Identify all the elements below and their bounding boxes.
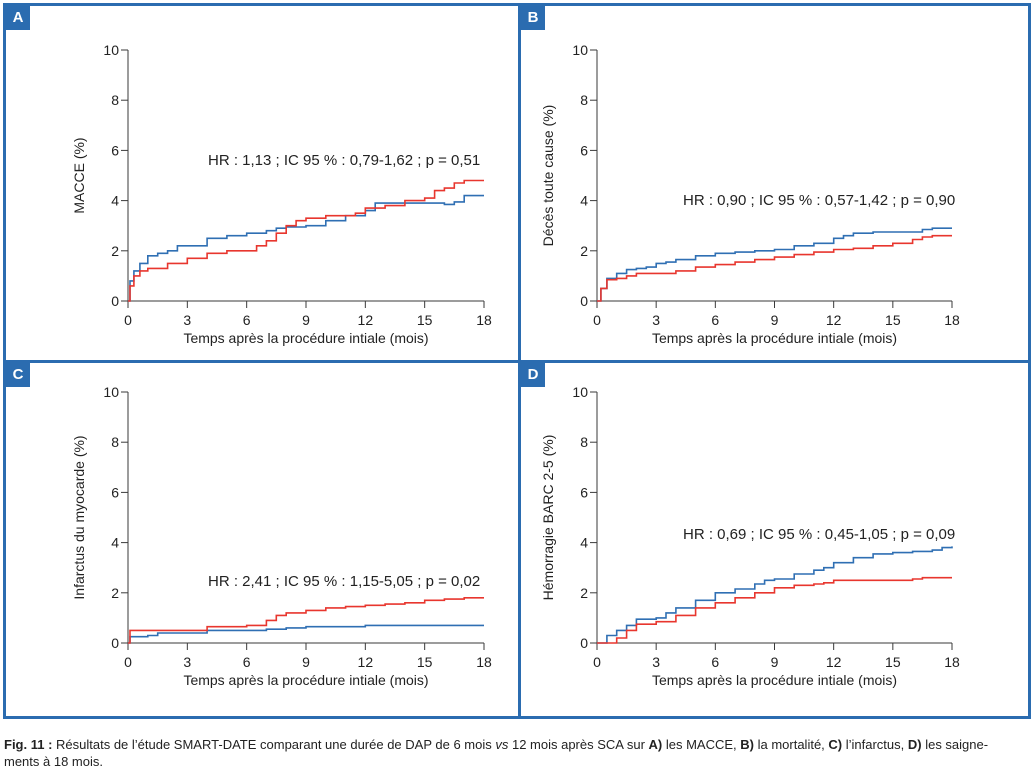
panel-b-chart: 0 2 4 6 8 10 0 3 6 9 12 15 18 Temps après la procédur… — [540, 42, 960, 346]
caption-label-d: D) — [907, 737, 922, 752]
panel-b: B 0 2 4 6 8 10 0 3 6 9 12 15 18 Temps après la procéd… — [521, 6, 1028, 360]
hazard-ratio-annotation: HR : 0,69 ; IC 95 % : 0,45-1,05 ; p = 0,… — [683, 526, 955, 543]
x-tick-label: 6 — [711, 312, 719, 328]
y-tick-label: 10 — [103, 42, 119, 58]
y-tick-label: 2 — [580, 585, 588, 601]
y-tick-label: 4 — [580, 193, 588, 209]
panel-d-chart: 0 2 4 6 8 10 0 3 6 9 12 15 18 Temps après la procédur… — [540, 384, 960, 688]
x-tick-label: 18 — [476, 654, 492, 670]
hazard-ratio-annotation: HR : 1,13 ; IC 95 % : 0,79-1,62 ; p = 0,… — [208, 152, 480, 169]
x-tick-label: 15 — [885, 654, 901, 670]
x-tick-label: 12 — [358, 654, 374, 670]
x-tick-label: 18 — [944, 654, 960, 670]
panel-a-badge: A — [6, 6, 30, 30]
y-tick-label: 6 — [580, 142, 588, 158]
panel-d-badge: D — [521, 363, 545, 387]
x-axis-label: Temps après la procédure intiale (mois) — [652, 672, 897, 688]
x-tick-label: 9 — [771, 654, 779, 670]
red-series-line — [128, 597, 484, 644]
y-tick-label: 4 — [111, 193, 119, 209]
x-axis-label: Temps après la procédure intiale (mois) — [183, 330, 428, 346]
x-tick-label: 18 — [944, 312, 960, 328]
x-tick-label: 9 — [771, 312, 779, 328]
caption-label-a: A) — [648, 737, 663, 752]
y-axis-label: Hémorragie BARC 2-5 (%) — [540, 435, 556, 601]
blue-series-line — [128, 194, 484, 302]
y-tick-label: 0 — [580, 635, 588, 651]
y-tick-label: 4 — [580, 535, 588, 551]
caption-text-3: les MACCE, — [662, 737, 741, 752]
y-tick-label: 8 — [580, 92, 588, 108]
y-tick-label: 0 — [111, 635, 119, 651]
y-axis-label: Infarctus du myocarde (%) — [71, 435, 87, 599]
x-tick-label: 6 — [711, 654, 719, 670]
x-tick-label: 3 — [652, 654, 660, 670]
y-tick-label: 0 — [111, 293, 119, 309]
y-tick-label: 10 — [572, 42, 588, 58]
x-tick-label: 15 — [417, 654, 433, 670]
x-axis-label: Temps après la procédure intiale (mois) — [652, 330, 897, 346]
red-series-line — [597, 576, 952, 644]
caption-figure-number: Fig. 11 : — [4, 737, 53, 752]
y-axis-label: MACCE (%) — [71, 137, 87, 213]
figure-caption: Fig. 11 : Résultats de l’étude SMART-DAT… — [4, 736, 1029, 770]
caption-text-1: Résultats de l’étude SMART-DATE comparan… — [52, 737, 496, 752]
panel-a-chart: 0 2 4 6 8 10 0 3 6 9 12 15 18 Temps après la procédur… — [71, 42, 492, 346]
y-tick-label: 2 — [111, 585, 119, 601]
x-tick-label: 12 — [826, 654, 842, 670]
y-tick-label: 2 — [580, 243, 588, 259]
caption-text-6: les saigne- — [921, 737, 989, 752]
panel-d: D 0 2 4 6 8 10 0 3 6 9 12 15 18 Temps après la procéd… — [521, 363, 1028, 716]
hazard-ratio-annotation: HR : 0,90 ; IC 95 % : 0,57-1,42 ; p = 0,… — [683, 192, 955, 209]
x-tick-label: 3 — [183, 654, 191, 670]
blue-series-line — [128, 624, 484, 644]
panel-c-chart: 0 2 4 6 8 10 0 3 6 9 12 15 18 Temps après la procédur… — [71, 384, 492, 688]
blue-series-line — [597, 227, 952, 302]
x-tick-label: 3 — [183, 312, 191, 328]
x-tick-label: 9 — [302, 312, 310, 328]
y-axis-label: Décès toute cause (%) — [540, 105, 556, 247]
x-tick-label: 15 — [885, 312, 901, 328]
x-tick-label: 9 — [302, 654, 310, 670]
caption-text-2: 12 mois après SCA sur — [508, 737, 649, 752]
y-tick-label: 4 — [111, 535, 119, 551]
x-tick-label: 0 — [593, 654, 601, 670]
panel-a: A 0 2 4 6 8 10 0 3 6 9 12 15 18 Temps après la procéd… — [6, 6, 518, 360]
panel-b-badge: B — [521, 6, 545, 30]
x-tick-label: 18 — [476, 312, 492, 328]
y-tick-label: 10 — [572, 384, 588, 400]
y-tick-label: 0 — [580, 293, 588, 309]
x-tick-label: 0 — [124, 654, 132, 670]
caption-text-7: ments à 18 mois. — [4, 754, 103, 769]
caption-label-c: C) — [828, 737, 843, 752]
y-tick-label: 6 — [111, 484, 119, 500]
x-tick-label: 0 — [593, 312, 601, 328]
y-tick-label: 6 — [580, 484, 588, 500]
x-tick-label: 15 — [417, 312, 433, 328]
caption-label-b: B) — [740, 737, 754, 752]
panel-c: C 0 2 4 6 8 10 0 3 6 9 12 15 18 Temps après la procéd… — [6, 363, 518, 716]
y-tick-label: 8 — [580, 434, 588, 450]
y-tick-label: 6 — [111, 142, 119, 158]
x-tick-label: 0 — [124, 312, 132, 328]
y-tick-label: 2 — [111, 243, 119, 259]
x-tick-label: 3 — [652, 312, 660, 328]
y-tick-label: 10 — [103, 384, 119, 400]
caption-text-4: la mortalité, — [753, 737, 829, 752]
x-tick-label: 6 — [243, 312, 251, 328]
panel-c-badge: C — [6, 363, 30, 387]
x-tick-label: 12 — [826, 312, 842, 328]
figure-frame: A 0 2 4 6 8 10 0 3 6 9 12 15 18 Temps après la procéd… — [3, 3, 1031, 719]
hazard-ratio-annotation: HR : 2,41 ; IC 95 % : 1,15-5,05 ; p = 0,… — [208, 573, 480, 590]
red-series-line — [128, 179, 484, 302]
caption-text-5: l’infarctus, — [842, 737, 908, 752]
x-axis-label: Temps après la procédure intiale (mois) — [183, 672, 428, 688]
x-tick-label: 6 — [243, 654, 251, 670]
blue-series-line — [597, 546, 953, 644]
x-tick-label: 12 — [358, 312, 374, 328]
red-series-line — [597, 234, 952, 302]
y-tick-label: 8 — [111, 92, 119, 108]
y-tick-label: 8 — [111, 434, 119, 450]
caption-vs: vs — [495, 737, 509, 752]
